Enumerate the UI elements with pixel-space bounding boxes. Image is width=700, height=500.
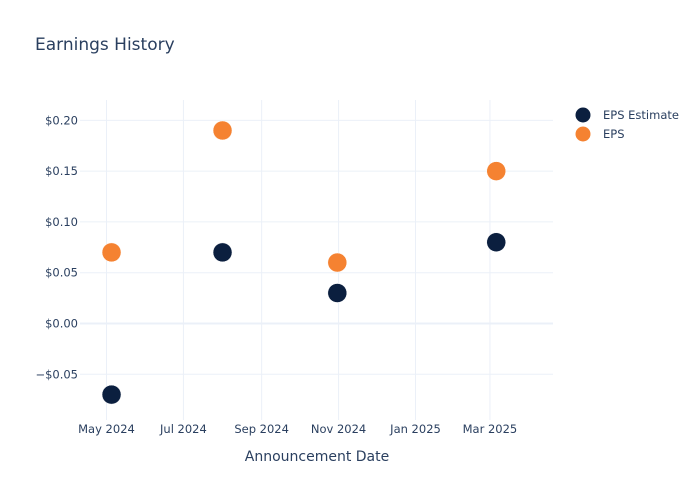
eps-point[interactable]	[327, 252, 348, 273]
legend[interactable]: EPS Estimate EPS	[575, 107, 679, 142]
eps-point[interactable]	[212, 120, 233, 141]
legend-label: EPS Estimate	[603, 108, 679, 122]
legend-item[interactable]: EPS Estimate	[575, 107, 679, 123]
x-tick-label: Jan 2025	[389, 422, 441, 436]
legend-marker	[575, 107, 591, 123]
x-tick-label: Jul 2024	[159, 422, 207, 436]
y-axis-ticks: −$0.05 $0.00 $0.05 $0.10 $0.15 $0.20	[35, 113, 78, 381]
legend-marker	[575, 126, 591, 142]
x-axis-ticks: May 2024 Jul 2024 Sep 2024 Nov 2024 Jan 2025…	[78, 422, 517, 436]
y-tick-label: $0.05	[45, 266, 78, 280]
chart-title: Earnings History	[35, 35, 175, 55]
x-tick-label: Mar 2025	[463, 422, 518, 436]
y-tick-label: −$0.05	[35, 367, 78, 381]
legend-item[interactable]: EPS	[575, 126, 625, 142]
eps-point[interactable]	[101, 242, 122, 263]
data-points	[101, 120, 506, 405]
eps-estimate-point[interactable]	[101, 384, 122, 405]
eps-point[interactable]	[486, 161, 506, 181]
y-tick-label: $0.10	[45, 215, 78, 229]
x-tick-label: Sep 2024	[234, 422, 289, 436]
y-tick-label: $0.15	[45, 164, 78, 178]
legend-label: EPS	[603, 127, 625, 141]
y-tick-label: $0.00	[45, 316, 78, 330]
eps-estimate-point[interactable]	[212, 242, 233, 263]
x-axis-title: Announcement Date	[245, 449, 389, 465]
y-tick-label: $0.20	[45, 113, 78, 127]
x-tick-label: May 2024	[78, 422, 135, 436]
x-tick-label: Nov 2024	[311, 422, 366, 436]
eps-estimate-point[interactable]	[327, 283, 348, 303]
eps-estimate-point[interactable]	[486, 232, 506, 252]
